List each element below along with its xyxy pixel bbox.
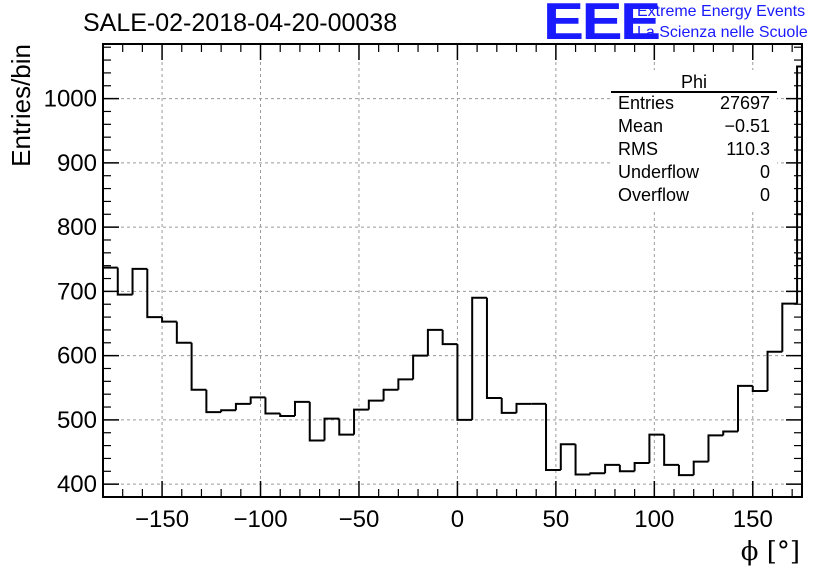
histogram-bin: [633, 461, 650, 472]
stat-value: −0.51: [724, 116, 770, 136]
histogram-bin: [737, 384, 753, 432]
histogram-bin: [397, 378, 414, 390]
histogram-bin: [412, 354, 428, 380]
x-tick-label: −150: [135, 506, 189, 533]
y-tick-label: 500: [57, 407, 97, 434]
stat-label: Overflow: [618, 185, 690, 205]
y-tick-label: 600: [57, 343, 97, 370]
stat-value: 110.3: [726, 139, 770, 159]
stat-row-underflow: Underflow 0: [618, 162, 770, 184]
plot-frame: [102, 43, 803, 498]
histogram-bin: [781, 302, 798, 352]
stat-label: RMS: [618, 139, 658, 159]
stat-row-rms: RMS 110.3: [618, 139, 770, 161]
grid-lines: [103, 44, 802, 497]
histogram-bin: [456, 344, 473, 421]
histogram-bin: [264, 397, 281, 415]
histogram-bin: [663, 434, 679, 466]
histogram-bin: [382, 388, 399, 401]
tick-labels: −150 −100 −50 0 50 100 150 400 500 600 700 800 900 10…: [44, 86, 773, 533]
histogram-bin: [618, 464, 635, 473]
histogram-bin: [677, 464, 694, 477]
stats-box-title: Phi: [680, 72, 707, 92]
histogram-bin: [796, 257, 802, 304]
histogram-bin: [323, 417, 340, 441]
histogram-bin: [131, 267, 148, 295]
histogram-bin: [692, 460, 709, 476]
stat-label: Entries: [618, 93, 675, 113]
histogram-bin: [426, 328, 443, 356]
stat-row-entries: Entries 27697: [618, 93, 770, 115]
histogram-bin: [220, 409, 236, 413]
x-tick-label: 100: [634, 506, 674, 533]
histogram-bin: [293, 400, 310, 417]
logo-subtitle-line2: La Scienza nelle Scuole: [637, 24, 808, 41]
stats-box-background: [611, 70, 777, 210]
histogram-bin: [234, 402, 251, 411]
histogram-bin: [102, 266, 118, 497]
histogram-bin: [722, 430, 739, 436]
histogram-bin: [545, 403, 561, 472]
histogram-bin: [500, 398, 517, 414]
x-axis-label: ϕ [°]: [741, 537, 800, 567]
x-tick-label: 50: [543, 506, 570, 533]
x-tick-label: −100: [233, 506, 287, 533]
histogram-bin: [190, 342, 207, 391]
stat-row-overflow: Overflow 0: [618, 185, 770, 207]
histogram-bin: [589, 472, 606, 475]
y-tick-label: 900: [57, 150, 97, 177]
histogram-bin: [146, 268, 163, 319]
histogram-bin: [648, 433, 665, 463]
x-tick-label: −50: [339, 506, 380, 533]
axes: [102, 43, 803, 498]
x-tick-label: 150: [733, 506, 773, 533]
histogram-bin: [116, 267, 133, 296]
histogram-bin: [485, 297, 502, 400]
histogram-bin: [338, 418, 355, 436]
histogram-bin: [308, 401, 325, 442]
histogram-bin: [353, 408, 369, 435]
y-tick-label: 400: [57, 471, 97, 498]
stat-value: 27697: [719, 93, 770, 113]
histogram-bin: [441, 329, 458, 346]
histogram-bin: [175, 321, 192, 344]
y-tick-label: 700: [57, 278, 97, 305]
histogram-bin: [574, 444, 591, 476]
stat-label: Mean: [618, 116, 664, 136]
tick-marks: [103, 44, 802, 498]
eee-logo: EEE: [543, 0, 661, 51]
histogram-bin: [559, 443, 576, 471]
stat-value: 0: [759, 185, 770, 205]
histogram-bin: [471, 296, 487, 420]
y-tick-label: 800: [57, 214, 97, 241]
histogram-bin: [515, 402, 532, 413]
stat-label: Underflow: [618, 162, 700, 182]
y-tick-label: 1000: [44, 86, 97, 113]
y-axis-label: Entries/bin: [6, 44, 36, 167]
histogram-bin: [279, 413, 295, 418]
histogram-bin: [249, 396, 266, 404]
histogram-bin: [604, 463, 620, 474]
plot-title: SALE-02-2018-04-20-00038: [83, 9, 398, 37]
x-tick-label: 0: [451, 506, 464, 533]
stat-value: 0: [759, 162, 770, 182]
stat-row-mean: Mean −0.51: [618, 116, 770, 138]
logo-subtitle-line1: Extreme Energy Events: [637, 3, 806, 20]
histogram-bin: [367, 399, 384, 410]
histogram-bin: [766, 350, 783, 391]
histogram-bin: [707, 434, 724, 462]
histogram-bin: [205, 389, 222, 414]
histogram-bin: [796, 65, 802, 215]
histogram-bin: [751, 385, 768, 392]
histogram-bin: [161, 317, 177, 323]
